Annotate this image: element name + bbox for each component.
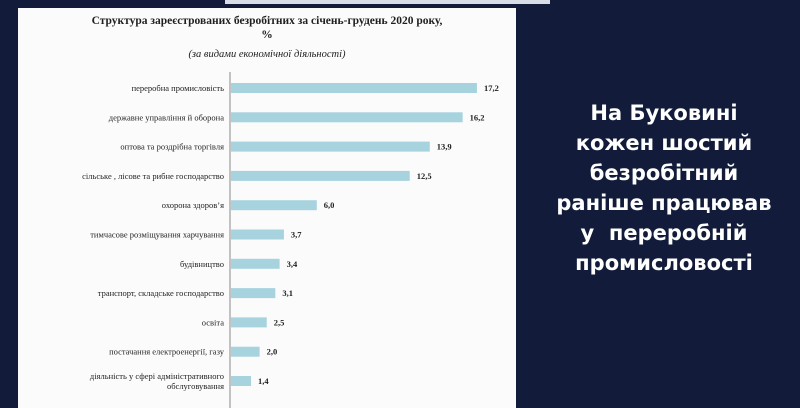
headline-line-4: раніше працював	[556, 191, 772, 215]
bar-3	[231, 170, 410, 181]
category-label-7: транспорт, складське господарство	[98, 288, 224, 298]
category-label-1: державне управління й оборона	[109, 112, 224, 122]
headline-line-1: На Буковині	[590, 101, 738, 125]
value-label-4: 6,0	[324, 200, 335, 210]
bar-6	[231, 258, 280, 269]
value-label-8: 2,5	[274, 317, 285, 327]
headline-text: На Буковині кожен шостий безробітний ран…	[528, 98, 800, 278]
value-label-2: 13,9	[437, 142, 452, 152]
value-label-6: 3,4	[287, 259, 298, 269]
value-label-5: 3,7	[291, 230, 302, 240]
bar-2	[231, 141, 430, 152]
bar-1	[231, 112, 463, 123]
headline-line-5: у переробній	[580, 221, 748, 245]
headline-line-3: безробітний	[589, 161, 739, 185]
category-label-0: переробна промисловість	[132, 83, 225, 93]
category-label-9: постачання електроенергії, газу	[109, 347, 225, 357]
bar-4	[231, 200, 317, 211]
value-label-1: 16,2	[470, 112, 485, 122]
category-label-5: тимчасове розміщування харчування	[90, 230, 224, 240]
value-label-10: 1,4	[258, 376, 269, 386]
bar-7	[231, 288, 276, 299]
category-label-10-1: обслуговування	[167, 381, 224, 391]
headline-line-6: промисловості	[575, 251, 753, 275]
bar-10	[231, 376, 252, 386]
bar-8	[231, 317, 267, 328]
category-label-4: охорона здоров’я	[162, 200, 224, 210]
value-label-9: 2,0	[267, 347, 278, 357]
chart-title-line2: %	[261, 29, 273, 41]
bar-9	[231, 346, 260, 357]
headline-line-2: кожен шостий	[575, 131, 753, 155]
value-label-0: 17,2	[484, 83, 499, 93]
bar-chart: переробна промисловість 17,2 державне упра…	[82, 72, 499, 408]
value-label-7: 3,1	[282, 288, 293, 298]
category-label-10-0: діяльність у сфері адміністративного	[90, 371, 224, 381]
chart-title-line1: Структура зареєстрованих безробітних за …	[91, 15, 443, 27]
bar-0	[231, 83, 477, 93]
chart-subtitle: (за видами економічної діяльності)	[188, 49, 346, 60]
chart-card: Структура зареєстрованих безробітних за …	[18, 8, 516, 408]
category-label-8: освіта	[202, 317, 224, 327]
chart-title: Структура зареєстрованих безробітних за …	[18, 14, 516, 42]
category-label-2: оптова та роздрібна торгівля	[120, 142, 224, 152]
category-label-6: будівництво	[180, 259, 224, 269]
top-decor-strip	[225, 0, 550, 4]
category-label-3: сільське , лісове та рибне господарство	[82, 171, 224, 181]
value-label-3: 12,5	[417, 171, 432, 181]
bar-5	[231, 229, 284, 240]
